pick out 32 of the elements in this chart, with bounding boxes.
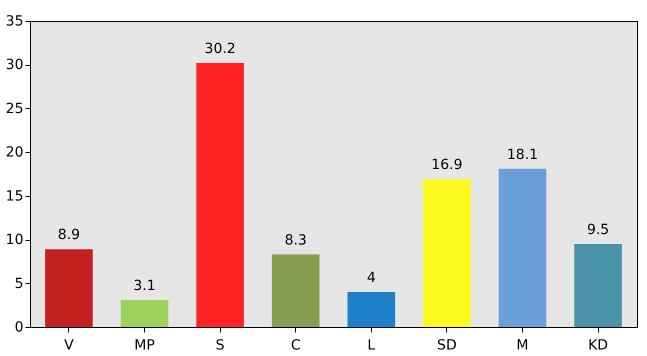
bar [423, 179, 471, 327]
data-label: 9.5 [586, 222, 610, 238]
x-tick-label: MP [134, 338, 155, 354]
x-tick-label: C [290, 338, 301, 354]
bar [272, 254, 320, 327]
data-label: 18.1 [506, 146, 538, 163]
x-tick-label: S [216, 338, 225, 354]
y-tick-label: 25 [6, 100, 24, 117]
bar [45, 249, 93, 327]
y-tick-label: 15 [6, 188, 24, 204]
data-label: 8.9 [58, 227, 80, 244]
y-tick-label: 10 [6, 232, 24, 248]
x-tick-label: KD [588, 338, 608, 354]
bar [120, 300, 168, 327]
x-tick-label: SD [437, 338, 457, 354]
bar [498, 168, 546, 327]
x-tick-label: L [367, 338, 376, 354]
data-label: 3.1 [133, 278, 156, 294]
y-tick-label: 20 [6, 144, 24, 161]
data-label: 8.3 [284, 232, 307, 248]
y-tick-label: 5 [14, 276, 24, 292]
bar [574, 244, 622, 327]
data-label: 16.9 [431, 157, 462, 174]
data-label: 4 [366, 270, 376, 286]
x-tick-label: M [516, 338, 529, 354]
bar [196, 62, 244, 327]
y-tick-label: 30 [6, 57, 24, 74]
bar [347, 292, 396, 327]
y-tick-label: 35 [6, 14, 24, 30]
y-tick-label: 0 [14, 320, 24, 336]
x-tick-label: V [64, 338, 74, 354]
data-label: 30.2 [204, 40, 236, 57]
